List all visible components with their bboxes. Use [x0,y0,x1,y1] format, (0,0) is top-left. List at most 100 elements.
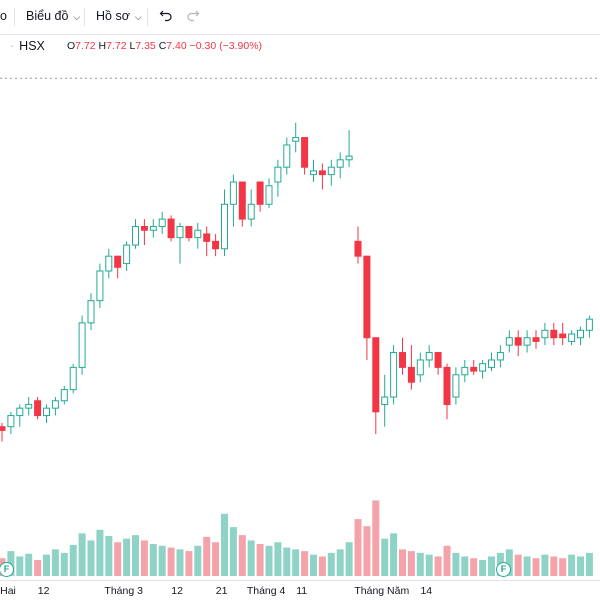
volume-bar [372,500,380,576]
volume-bar [25,553,33,576]
candle-down [140,226,148,231]
volume-bar [416,552,424,576]
toolbar-divider [147,8,148,26]
candle-down [167,218,175,239]
profile-menu-label: Hồ sơ [96,9,130,23]
candle-down [114,255,122,268]
volume-bar [532,558,540,576]
candle-up [221,203,228,250]
candle-up [87,300,95,324]
volume-bar [132,535,139,576]
candle-down [354,240,362,257]
candle-up [585,318,593,331]
undo-button[interactable] [159,8,173,25]
chart-menu-button[interactable]: Biểu đồ ⌵ [26,9,80,23]
candle-down [238,181,246,220]
candle-down [203,233,211,242]
time-axis-label: Tháng 3 [104,585,143,597]
volume-bar [292,549,300,576]
financials-badge-icon[interactable]: F [0,562,14,577]
candle-up [327,166,335,176]
volume-bar [425,554,433,576]
candle-down [434,352,442,368]
candle-up [577,329,584,339]
volume-bar [105,536,113,576]
toolbar-partial-button[interactable]: o [0,9,7,23]
dot-separator: · [10,39,15,53]
candle-down [372,337,380,413]
candle-up [123,244,131,265]
candle-down [0,426,6,431]
candle-up [69,366,77,391]
candle-down [256,181,264,205]
symbol-label[interactable]: · HSX [10,39,45,53]
volume-bar [345,542,353,576]
candle-up [43,407,50,417]
high-label: H [98,40,107,52]
candle-down [407,366,415,383]
toolbar-divider [84,8,85,26]
price-chart[interactable]: F F [0,56,600,580]
volume-bar [43,554,50,576]
candle-up [425,352,433,361]
redo-button[interactable] [186,8,200,25]
volume-bar [585,552,593,576]
candle-up [541,329,549,339]
volume-bar [470,558,478,576]
low-value: 7.35 [135,40,156,52]
volume-bar [203,536,211,576]
candle-up [194,229,202,239]
profile-menu-button[interactable]: Hồ sơ ⌵ [96,9,142,23]
redo-icon [187,10,200,22]
candle-up [78,322,86,368]
candle-down [470,366,478,372]
chevron-down-icon: ⌵ [73,12,81,22]
candle-down [318,170,326,176]
top-toolbar: o Biểu đồ ⌵ Hồ sơ ⌵ [0,0,600,35]
time-axis-label: 12 [37,585,50,597]
candle-up [149,226,157,231]
candle-down [301,137,309,168]
candle-up [229,181,237,205]
time-axis[interactable]: Hai 12 Tháng 3 12 21 Tháng 4 11 Tháng Năm 14 [0,580,600,601]
candle-up [390,352,398,398]
volume-bar [479,560,487,576]
candle-down [532,337,540,342]
volume-bar [256,544,264,576]
candle-up [7,415,15,428]
volume-bar [577,556,584,576]
volume-bar [78,533,86,576]
candle-up [96,270,104,302]
volume-bar [318,556,326,576]
candle-up [274,166,282,183]
volume-bar [354,519,362,576]
candle-up [381,396,389,405]
volume-bar [541,554,549,576]
candle-up [452,374,460,398]
candle-up [51,400,59,409]
volume-bar [229,527,237,576]
volume-bar [51,549,59,576]
financials-badge-icon[interactable]: F [496,562,511,577]
volume-bar [238,535,246,576]
symbol-text: HSX [19,39,45,53]
volume-bar [176,549,184,576]
close-value: 7.40 [166,40,187,52]
time-axis-label: 11 [296,585,308,597]
candlestick-chart-svg[interactable] [0,56,600,580]
candle-down [185,226,193,239]
candle-up [345,155,353,161]
volume-bar [443,545,451,576]
volume-bar [194,545,202,576]
time-axis-label: Tháng Năm [354,585,410,597]
candle-up [523,337,531,346]
volume-bar [69,544,77,576]
open-label: O [67,40,76,52]
volume-bar [363,526,371,576]
volume-bar [523,556,531,576]
undo-icon [159,10,172,22]
candle-down [550,329,558,339]
volume-bar [167,547,175,576]
candle-up [283,144,291,168]
volume-bar [381,538,389,576]
